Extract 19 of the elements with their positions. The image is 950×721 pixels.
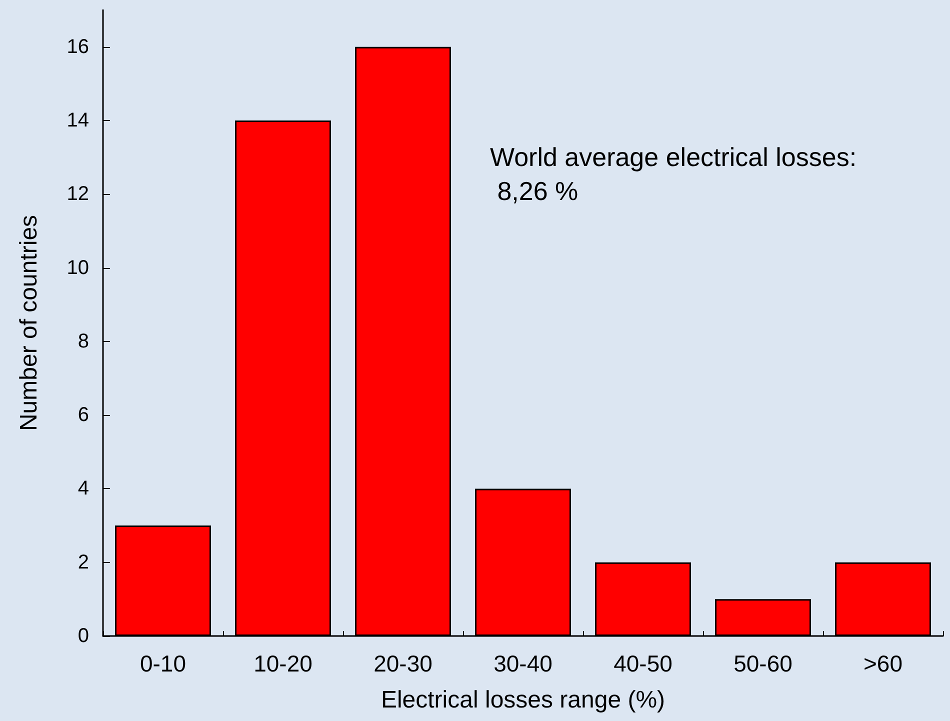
y-tick-label: 14 (66, 109, 89, 132)
y-tick-label: 10 (66, 256, 89, 279)
y-tick-label: 12 (66, 183, 89, 206)
x-tick-label: 0-10 (140, 650, 186, 676)
x-axis-title: Electrical losses range (%) (380, 686, 666, 714)
y-tick-label: 2 (78, 551, 89, 574)
y-tick-label: 6 (78, 404, 89, 426)
y-tick-label: 8 (78, 330, 89, 352)
x-tick-label: 20-30 (374, 650, 432, 676)
y-tick-label: 4 (78, 478, 89, 500)
x-tick-label: 10-20 (254, 650, 312, 676)
y-tick-label: 16 (66, 36, 89, 58)
y-axis-title: Number of countries (16, 214, 42, 432)
y-tick-label: 0 (78, 625, 89, 647)
x-tick-label: >60 (863, 650, 903, 676)
x-tick-label: 30-40 (494, 650, 552, 676)
annotation: World average electrical losses: 8,26 % (490, 142, 857, 206)
x-tick-label: 50-60 (734, 650, 792, 676)
x-tick-label: 40-50 (614, 650, 672, 676)
